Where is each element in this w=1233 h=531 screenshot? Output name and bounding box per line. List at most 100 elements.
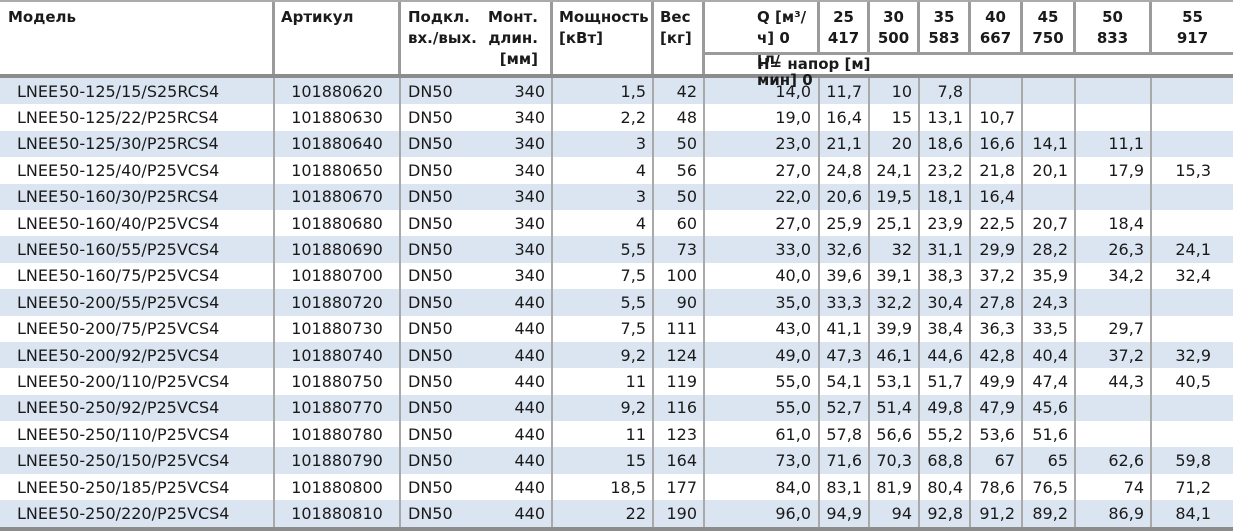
length-value: 340 <box>514 160 545 180</box>
head-value-cell-q40: 16,6 <box>971 130 1023 158</box>
power-cell: 15 <box>553 447 654 474</box>
connection-length-cell: DN50 340 <box>401 183 553 210</box>
head-value-cell-q30: 25,1 <box>870 209 920 237</box>
brand-label: LNEE <box>17 266 59 286</box>
head-value-cell-q25: 83,1 <box>820 473 870 501</box>
weight-cell: 177 <box>654 473 705 501</box>
model-name: 50-160/75/P25VCS4 <box>59 266 220 286</box>
connection-length-cell: DN50 440 <box>401 341 553 369</box>
head-value-cell-q55: 15,3 <box>1175 160 1211 180</box>
model-cell: LNEE 50-125/30/P25RCS4 <box>0 130 275 158</box>
head-value-cell-q55: 32,9 <box>1175 345 1211 365</box>
article-cell: 101880800 <box>275 473 401 501</box>
head-value-cell-q25: 20,6 <box>820 183 870 210</box>
head-value-cell-q50 <box>1076 289 1152 316</box>
power-cell: 4 <box>553 209 654 237</box>
head-value-cell-q0: 33,0 <box>705 236 820 263</box>
connection-length-cell: DN50 340 <box>401 104 553 131</box>
column-header-flow-45: 45 750 <box>1023 2 1076 52</box>
head-value-cell-q0: 61,0 <box>705 421 820 448</box>
length-value: 440 <box>514 292 545 312</box>
model-cell: LNEE 50-160/40/P25VCS4 <box>0 209 275 237</box>
head-value-cell-q0: 22,0 <box>705 183 820 210</box>
head-value-cell-q30: 70,3 <box>870 447 920 474</box>
model-name: 50-160/30/P25RCS4 <box>59 187 219 207</box>
brand-label: LNEE <box>17 398 59 418</box>
head-value-cell-q30: 56,6 <box>870 421 920 448</box>
head-value-cell-q0: 27,0 <box>705 157 820 184</box>
flow-m3h-label: 30 <box>883 8 904 26</box>
head-value-cell-q50: 37,2 <box>1076 341 1152 369</box>
head-value-cell-q35: 30,4 <box>920 289 971 316</box>
connection-value: DN50 <box>408 319 453 339</box>
head-value-cell-q45: 20,1 <box>1023 157 1076 184</box>
brand-label: LNEE <box>17 319 59 339</box>
connection-value: DN50 <box>408 187 453 207</box>
head-value-cell-q35: 18,1 <box>920 183 971 210</box>
head-value-cell-q50: 18,4 <box>1076 209 1152 237</box>
model-cell: LNEE 50-125/22/P25RCS4 <box>0 104 275 131</box>
power-cell: 9,2 <box>553 394 654 422</box>
head-value-cell-q50: 11,1 <box>1076 130 1152 158</box>
head-value-cell-q40: 47,9 <box>971 394 1023 422</box>
article-cell: 101880620 <box>275 78 401 105</box>
head-value-cell-q35: 18,6 <box>920 130 971 158</box>
weight-cell: 123 <box>654 421 705 448</box>
brand-label: LNEE <box>17 108 59 128</box>
head-value-cell-q0: 49,0 <box>705 341 820 369</box>
head-value-cell-q35: 92,8 <box>920 500 971 527</box>
head-value-cell-q50: 62,6 <box>1076 447 1152 474</box>
column-header-flow-55: 55 917 <box>1152 2 1233 52</box>
head-value-cell-q55 <box>1152 104 1233 130</box>
head-value-cell-q45: 51,6 <box>1023 421 1076 448</box>
connection-value: DN50 <box>408 451 453 471</box>
model-name: 50-250/92/P25VCS4 <box>59 398 220 418</box>
power-cell: 18,5 <box>553 473 654 501</box>
model-name: 50-250/150/P25VCS4 <box>59 451 230 471</box>
head-value-cell-q55: 59,8 <box>1175 451 1211 471</box>
model-name: 50-125/30/P25RCS4 <box>59 134 219 154</box>
head-value-cell-q50: 29,7 <box>1076 315 1152 342</box>
head-value-cell-q30: 94 <box>870 500 920 527</box>
flow-lmin-label: 500 <box>877 29 910 47</box>
flow-m3h-label: 25 <box>833 8 854 26</box>
brand-label: LNEE <box>17 292 59 312</box>
head-value-cell-q30: 81,9 <box>870 473 920 501</box>
weight-cell: 60 <box>654 209 705 237</box>
power-header-line1: Мощность <box>559 8 649 26</box>
head-value-cell-q45: 47,4 <box>1023 368 1076 395</box>
flow-m3h-label: 35 <box>933 8 955 26</box>
head-value-cell-q30: 15 <box>870 104 920 131</box>
flow-lmin-label: 417 <box>827 29 860 47</box>
connection-value: DN50 <box>408 134 453 154</box>
connection-value: DN50 <box>408 345 453 365</box>
head-value-cell-q25: 94,9 <box>820 500 870 527</box>
table-row: LNEE 50-125/22/P25RCS4 101880630 DN50 340… <box>0 104 1233 131</box>
flow-lmin-label: 917 <box>1176 29 1209 47</box>
head-value-cell-q55: 24,1 <box>1175 240 1211 260</box>
model-cell: LNEE 50-250/150/P25VCS4 <box>0 447 275 474</box>
length-value: 340 <box>514 240 545 260</box>
weight-cell: 124 <box>654 341 705 369</box>
connection-value: DN50 <box>408 398 453 418</box>
head-value-cell-q35: 51,7 <box>920 368 971 395</box>
model-cell: LNEE 50-250/220/P25VCS4 <box>0 500 275 527</box>
head-value-cell-q25: 21,1 <box>820 130 870 158</box>
power-cell: 22 <box>553 500 654 527</box>
head-value-cell-q50: 86,9 <box>1076 500 1152 527</box>
head-value-cell-q25: 54,1 <box>820 368 870 395</box>
weight-cell: 50 <box>654 183 705 210</box>
column-header-flow-25: 25 417 <box>820 2 870 52</box>
brand-label: LNEE <box>17 134 59 154</box>
article-cell: 101880630 <box>275 104 401 131</box>
head-value-cell-q45: 33,5 <box>1023 315 1076 342</box>
model-cell: LNEE 50-160/55/P25VCS4 <box>0 236 275 263</box>
model-cell: LNEE 50-250/110/P25VCS4 <box>0 421 275 448</box>
power-cell: 7,5 <box>553 315 654 342</box>
head-value-cell-q25: 16,4 <box>820 104 870 131</box>
connection-value: DN50 <box>408 108 453 128</box>
column-header-connection: Подкл. вх./вых. <box>401 7 477 74</box>
table-row: LNEE 50-160/55/P25VCS4 101880690 DN50 340… <box>0 236 1233 263</box>
head-value-cell-q0: 23,0 <box>705 130 820 158</box>
